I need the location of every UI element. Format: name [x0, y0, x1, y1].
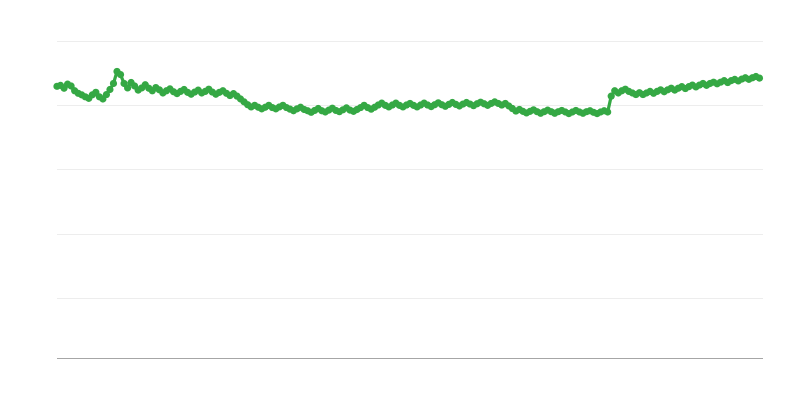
data-point: [109, 79, 118, 88]
data-point: [124, 84, 132, 92]
data-point: [106, 85, 114, 94]
data-series-group: [53, 67, 764, 118]
series-markers-series-1: [53, 67, 764, 118]
gridlines-group: [57, 41, 763, 299]
data-point: [116, 71, 125, 79]
data-point: [755, 74, 764, 82]
data-point: [102, 90, 111, 99]
data-point: [604, 108, 612, 116]
data-point: [607, 92, 615, 100]
